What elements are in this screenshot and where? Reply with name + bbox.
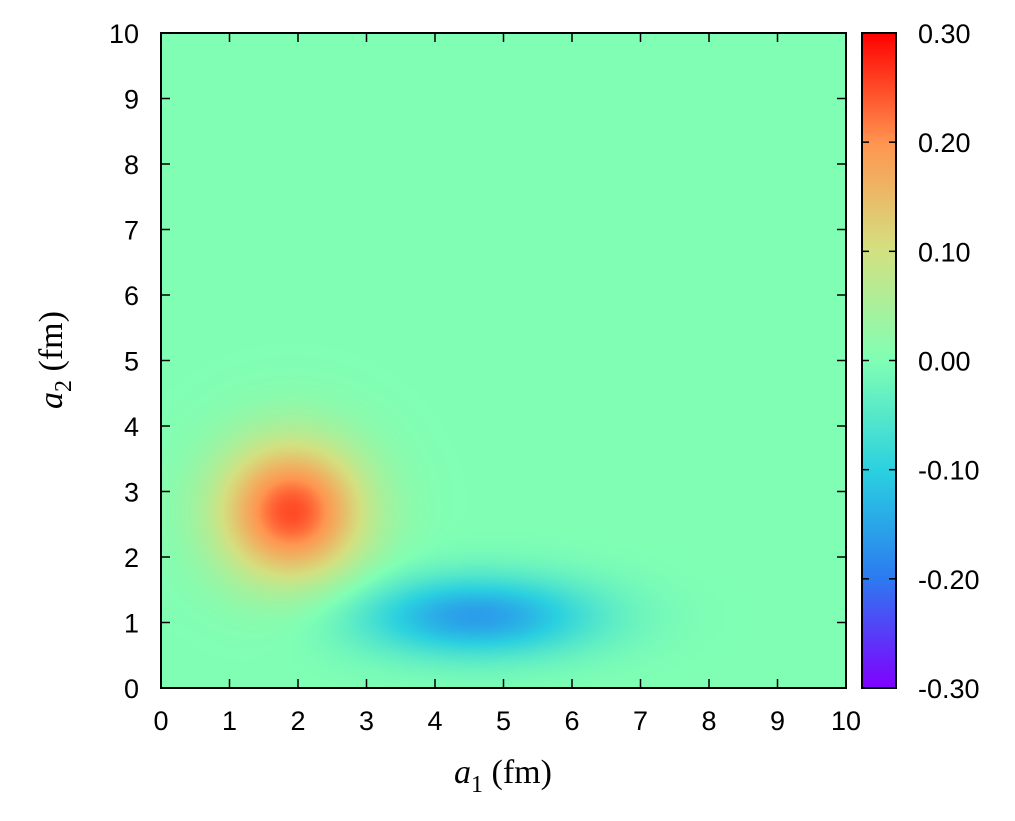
- x-tick-label: 0: [153, 706, 168, 736]
- y-tick-label: 10: [109, 19, 139, 49]
- x-axis-symbol: a: [454, 754, 471, 791]
- x-tick-label: 4: [427, 706, 442, 736]
- x-tick-label: 5: [496, 706, 511, 736]
- y-axis-symbol: a: [33, 392, 70, 409]
- y-axis-label: a2 (fm): [33, 311, 77, 409]
- colorbar-tick-label: -0.20: [918, 565, 980, 595]
- colorbar-tick-label: 0.00: [918, 347, 971, 377]
- y-tick-label: 7: [124, 216, 139, 246]
- x-tick-label: 2: [290, 706, 305, 736]
- x-tick-label: 10: [831, 706, 861, 736]
- colorbar-tick-label: -0.10: [918, 456, 980, 486]
- x-axis-subscript: 1: [471, 772, 483, 798]
- x-axis-unit: (fm): [492, 754, 552, 791]
- y-tick-label: 2: [124, 543, 139, 573]
- y-tick-label: 0: [124, 674, 139, 704]
- heatmap-plot-area: [161, 33, 846, 688]
- x-tick-label: 8: [701, 706, 716, 736]
- x-tick-label: 6: [564, 706, 579, 736]
- colorbar-tick-label: 0.30: [918, 19, 971, 49]
- y-tick-label: 6: [124, 281, 139, 311]
- y-tick-label: 4: [124, 412, 139, 442]
- y-tick-label: 1: [124, 609, 139, 639]
- colorbar-tick-label: 0.10: [918, 237, 971, 267]
- y-tick-label: 8: [124, 150, 139, 180]
- colorbar-tick-label: -0.30: [918, 674, 980, 704]
- heatmap-canvas: [161, 33, 846, 688]
- colorbar-tick-label: 0.20: [918, 128, 971, 158]
- y-tick-label: 9: [124, 85, 139, 115]
- x-tick-label: 3: [359, 706, 374, 736]
- x-tick-label: 9: [770, 706, 785, 736]
- y-axis-subscript: 2: [51, 380, 77, 392]
- y-tick-label: 3: [124, 478, 139, 508]
- x-axis-label: a1 (fm): [454, 754, 552, 798]
- x-tick-label: 1: [222, 706, 237, 736]
- x-tick-label: 7: [633, 706, 648, 736]
- y-axis-unit: (fm): [33, 311, 70, 371]
- y-tick-label: 5: [124, 347, 139, 377]
